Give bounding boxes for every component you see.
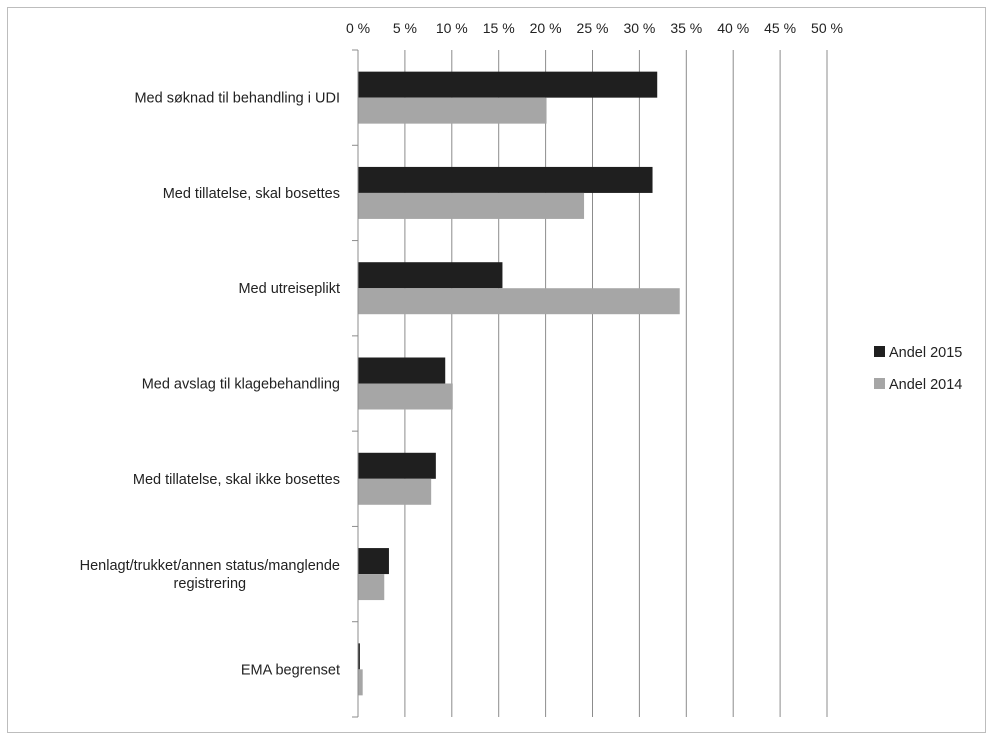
x-tick-label: 35 % xyxy=(670,20,702,36)
category-label: Med avslag til klagebehandling xyxy=(142,377,340,393)
legend-swatch xyxy=(874,378,885,389)
x-tick-labels: 0 % 5 % 10 % 15 % 20 % 25 % 30 % 35 % 40 % 45 % 50… xyxy=(346,20,843,36)
x-tick-label: 25 % xyxy=(577,20,609,36)
x-tick-label: 15 % xyxy=(483,20,515,36)
x-tick-label: 45 % xyxy=(764,20,796,36)
legend-label: Andel 2014 xyxy=(889,377,962,393)
x-tick-label: 10 % xyxy=(436,20,468,36)
category-label: Henlagt/trukket/annen status/manglende re… xyxy=(80,558,340,592)
bar-andel-2014 xyxy=(358,383,453,410)
bar-andel-2014 xyxy=(358,288,680,315)
bar-andel-2014 xyxy=(358,192,585,219)
bar-andel-2014 xyxy=(358,574,385,601)
chart-border xyxy=(7,7,986,733)
bar-andel-2015 xyxy=(358,262,503,289)
bars xyxy=(358,71,680,696)
gridlines xyxy=(404,50,828,717)
x-tick-label: 0 % xyxy=(346,20,370,36)
bar-andel-2014 xyxy=(358,97,547,124)
category-label: Med tillatelse, skal ikke bosettes xyxy=(133,472,340,488)
axes xyxy=(352,49,359,718)
bar-andel-2015 xyxy=(358,452,436,479)
x-tick-label: 40 % xyxy=(717,20,749,36)
category-labels: Med søknad til behandling i UDI Med tilla… xyxy=(80,91,340,679)
x-tick-label: 50 % xyxy=(811,20,843,36)
legend-swatch xyxy=(874,346,885,357)
legend-label: Andel 2015 xyxy=(889,345,962,361)
x-tick-label: 30 % xyxy=(623,20,655,36)
x-tick-label: 5 % xyxy=(393,20,417,36)
category-label: Med søknad til behandling i UDI xyxy=(134,91,340,107)
bar-andel-2015 xyxy=(358,643,360,670)
bar-andel-2014 xyxy=(358,478,432,505)
bar-andel-2015 xyxy=(358,548,389,575)
category-label: Med tillatelse, skal bosettes xyxy=(163,186,340,202)
bar-andel-2015 xyxy=(358,166,653,193)
legend: Andel 2015 Andel 2014 xyxy=(874,345,962,393)
bar-andel-2015 xyxy=(358,357,446,384)
category-label: Med utreiseplikt xyxy=(238,281,340,297)
x-tick-label: 20 % xyxy=(530,20,562,36)
bar-andel-2014 xyxy=(358,669,363,696)
category-label: EMA begrenset xyxy=(241,662,340,678)
bar-andel-2015 xyxy=(358,71,658,98)
